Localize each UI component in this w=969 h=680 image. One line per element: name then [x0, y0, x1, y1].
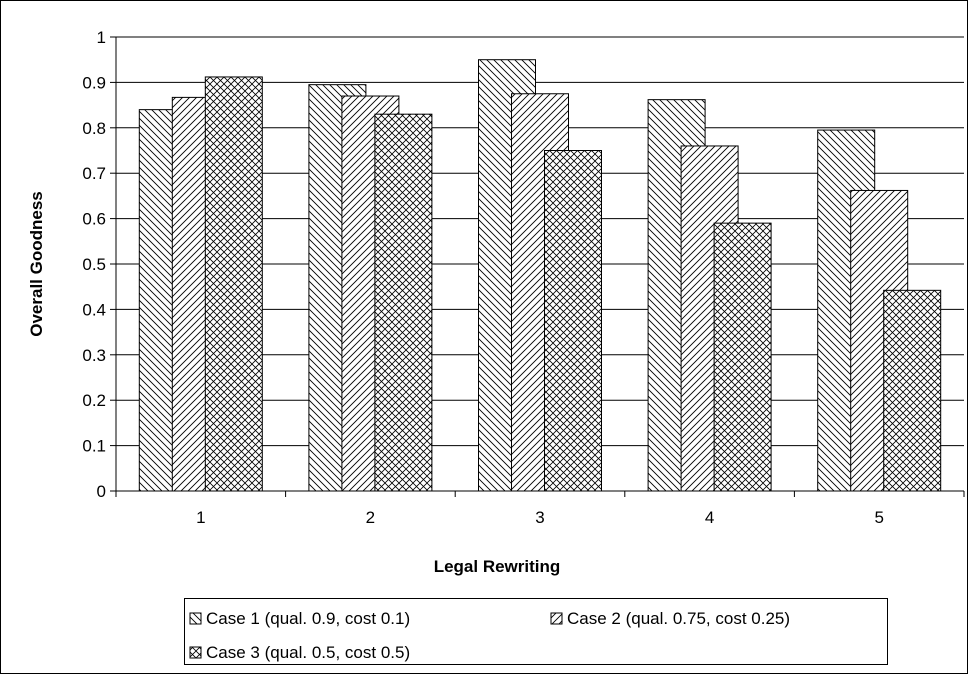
y-tick-label: 0.9 — [82, 73, 106, 92]
legend-box — [184, 598, 888, 665]
y-tick-label: 0.2 — [82, 391, 106, 410]
y-tick-label: 0 — [97, 482, 106, 501]
bar-case-3-cat-4 — [713, 222, 772, 492]
legend-label-case-3: Case 3 (qual. 0.5, cost 0.5) — [206, 643, 410, 662]
x-tick-label: 1 — [196, 508, 205, 527]
y-tick-label: 0.7 — [82, 164, 106, 183]
legend: Case 1 (qual. 0.9, cost 0.1) Case 2 (qua… — [184, 598, 888, 665]
x-axis-title: Legal Rewriting — [434, 557, 561, 576]
legend-label-case-2: Case 2 (qual. 0.75, cost 0.25) — [567, 609, 790, 628]
legend-swatch-case-1 — [189, 612, 202, 625]
bar-case-3-cat-1 — [204, 76, 263, 492]
axes — [110, 36, 965, 497]
x-tick-label: 3 — [535, 508, 544, 527]
y-tick-label: 0.5 — [82, 255, 106, 274]
x-tick-label: 4 — [705, 508, 714, 527]
y-tick-label: 1 — [97, 28, 106, 47]
legend-swatch-case-3 — [189, 646, 202, 659]
y-axis-title: Overall Goodness — [27, 191, 46, 337]
y-tick-label: 0.6 — [82, 210, 106, 229]
x-tick-label: 2 — [366, 508, 375, 527]
y-tick-label: 0.1 — [82, 437, 106, 456]
bar-case-3-cat-2 — [374, 113, 433, 492]
x-tick-label: 5 — [874, 508, 883, 527]
y-tick-label: 0.3 — [82, 346, 106, 365]
legend-label-case-1: Case 1 (qual. 0.9, cost 0.1) — [206, 609, 410, 628]
bar-case-3-cat-5 — [883, 289, 942, 492]
y-tick-label: 0.4 — [82, 300, 106, 319]
legend-swatch-case-2 — [550, 612, 563, 625]
bar-case-3-cat-3 — [544, 150, 602, 492]
tick-labels: 0 0.1 0.2 0.3 0.4 0.5 0.6 0.7 0.8 0.9 1 1 2 3 4 5 — [82, 28, 884, 527]
y-tick-label: 0.8 — [82, 119, 106, 138]
